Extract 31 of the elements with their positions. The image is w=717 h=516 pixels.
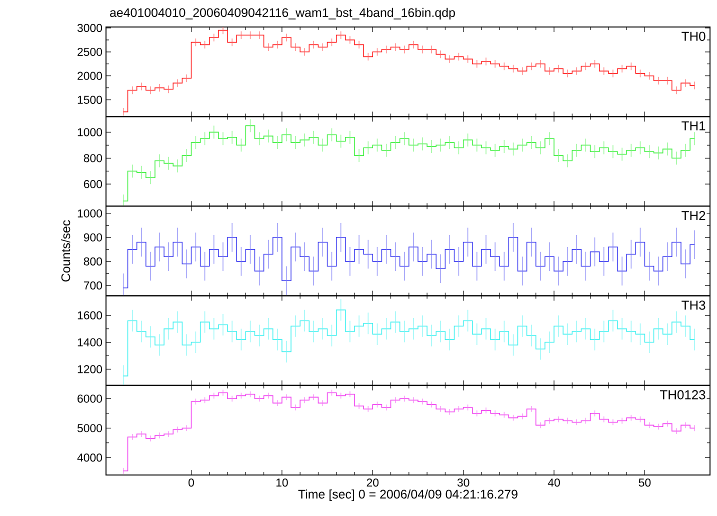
x-tick-label: 30 [457, 478, 470, 487]
y-axis-title: Counts/sec [61, 220, 70, 282]
y-tick-label: 900 [84, 233, 102, 242]
y-tick-label: 1400 [78, 338, 102, 346]
y-tick-label: 1200 [78, 365, 102, 374]
y-tick-label: 800 [84, 154, 102, 162]
y-tick-label: 1000 [78, 128, 102, 136]
annotation: TH2 [682, 210, 706, 220]
x-tick-label: 40 [548, 478, 560, 487]
x-axis-title: Time [sec] 0 = 2006/04/09 04:21:16.279 [298, 489, 518, 502]
y-tick-label: 2500 [78, 48, 102, 56]
y-tick-label: 5000 [77, 424, 102, 432]
y-tick-label: 800 [84, 257, 102, 266]
y-tick-label: 2000 [78, 72, 102, 80]
y-tick-label: 1500 [78, 96, 102, 104]
x-tick-label: 20 [366, 478, 379, 487]
x-tick-label: 50 [638, 478, 651, 487]
x-tick-label: 10 [276, 478, 288, 487]
y-tick-label: 1000 [78, 209, 102, 218]
y-tick-label: 6000 [78, 394, 102, 403]
chart-title: ae401004010_20060409042116_wam1_bst_4band_16bin.qdp [110, 8, 455, 20]
y-tick-label: 600 [84, 180, 102, 188]
y-tick-label: 4000 [77, 454, 102, 462]
annotation: TH0 [682, 32, 706, 41]
y-tick-label: 3000 [77, 24, 102, 32]
x-tick-label: 0 [188, 478, 194, 487]
y-tick-label: 700 [84, 281, 102, 290]
y-tick-label: 1600 [78, 311, 102, 320]
annotation: TH0123 [660, 390, 706, 400]
annotation: TH1 [682, 121, 706, 130]
annotation: TH3 [682, 300, 706, 310]
